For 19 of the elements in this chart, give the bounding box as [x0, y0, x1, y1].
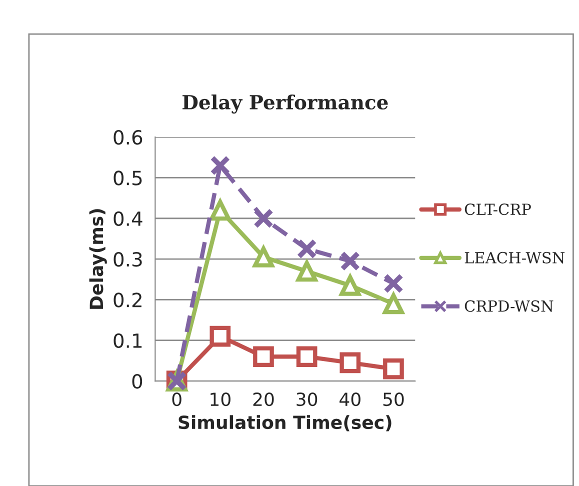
y-tick-label: 0	[132, 374, 142, 389]
y-tick-label: 0.5	[114, 170, 142, 186]
x-tick-label: 40	[340, 392, 360, 406]
y-tick-label: 0.6	[114, 130, 142, 145]
y-tick-label: 0.1	[114, 333, 142, 348]
y-tick-label: 0.3	[114, 252, 142, 267]
legend-label: CRPD-WSN	[464, 300, 554, 312]
legend-label: LEACH-WSN	[464, 252, 565, 264]
y-tick-label: 0.4	[114, 211, 142, 226]
x-tick-label: 20	[253, 392, 274, 406]
y-tick-label: 0.2	[114, 292, 142, 308]
legend-label: CLT-CRP	[464, 204, 531, 216]
chart-title: Delay Performance	[182, 94, 388, 114]
x-axis-title: Simulation Time(sec)	[178, 415, 392, 432]
y-axis-title: Delay(ms)	[89, 209, 107, 309]
x-tick-label: 50	[383, 392, 404, 406]
x-tick-label: 30	[296, 392, 318, 406]
x-tick-label: 10	[210, 392, 230, 406]
x-tick-label: 0	[172, 392, 182, 406]
